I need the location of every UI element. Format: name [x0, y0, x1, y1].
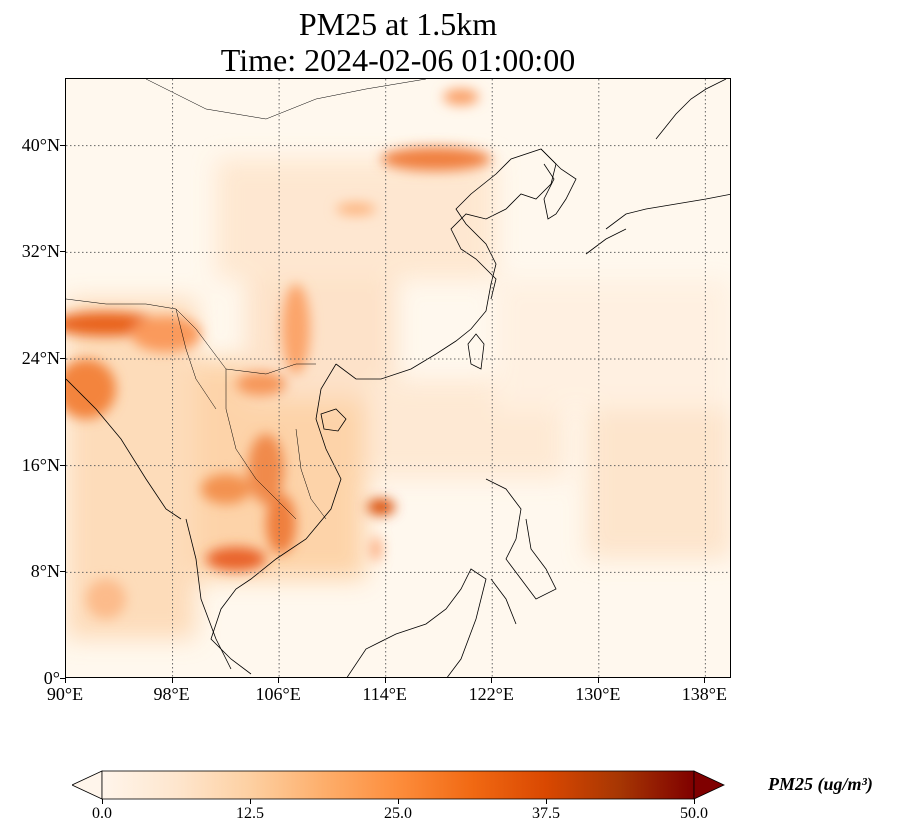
lon-tick-label: 138°E — [681, 684, 727, 704]
pm25-patch — [66, 359, 116, 419]
lat-tick-label: 8°N — [30, 561, 60, 582]
pm25-patch — [336, 203, 376, 215]
lat-tick-mark — [60, 464, 65, 466]
lat-tick-label: 0° — [43, 668, 60, 688]
pm25-patch — [206, 547, 266, 571]
lon-tick-mark — [597, 678, 599, 683]
colorbar-tick-mark — [250, 799, 251, 804]
colorbar-tick-label: 50.0 — [680, 805, 708, 822]
lat-tick-label: 32°N — [21, 241, 60, 262]
coastline-korea — [540, 148, 577, 220]
map-title-line1: PM25 at 1.5km — [298, 6, 498, 42]
map-title-line2: Time: 2024-02-06 01:00:00 — [220, 42, 576, 78]
coastline-philippines — [485, 478, 557, 625]
lat-tick-label: 40°N — [21, 134, 60, 155]
lat-tick-mark — [60, 678, 65, 679]
lon-tick-mark — [704, 678, 706, 683]
colorbar-tick-mark — [546, 799, 547, 804]
colorbar-tick-label: 37.5 — [532, 805, 560, 822]
colorbar-label: PM25 (ug/m³) — [768, 774, 873, 794]
colorbar-tick-mark — [694, 799, 695, 804]
colorbar-tick-label: 25.0 — [384, 805, 412, 822]
pm25-patch — [282, 284, 310, 374]
lat-tick-label: 16°N — [21, 454, 60, 475]
coastline-burma — [66, 378, 182, 520]
lat-tick-mark — [60, 571, 65, 573]
lon-tick-label: 114°E — [362, 684, 407, 704]
lon-tick-label: 122°E — [468, 684, 514, 704]
coastline-japan — [585, 79, 730, 255]
coastline-borneo — [346, 568, 487, 677]
lon-tick-label: 106°E — [255, 684, 301, 704]
pm25-patch — [248, 434, 284, 504]
lon-tick-label: 98°E — [153, 684, 190, 704]
pm25-patch — [370, 537, 382, 561]
colorbar-tick-label: 0.0 — [92, 805, 112, 822]
lat-tick-mark — [60, 358, 65, 359]
pm25-concentration-field — [66, 89, 730, 639]
lon-tick-label: 130°E — [575, 684, 621, 704]
colorbar-tick-label: 12.5 — [236, 805, 264, 822]
colorbar-extend-min — [72, 770, 103, 800]
lon-tick-mark — [278, 678, 280, 683]
pm25-patch — [86, 579, 126, 619]
pm25-patch — [381, 147, 491, 171]
lat-tick-mark — [60, 144, 65, 146]
coastlines — [66, 79, 730, 677]
colorbar-tick-mark — [398, 799, 399, 804]
country-borders — [66, 298, 327, 520]
pm25-patch — [216, 159, 496, 279]
gridlines — [66, 79, 730, 677]
coastline-china — [335, 148, 557, 380]
map-frame — [65, 78, 731, 678]
pm25-patch — [496, 279, 730, 409]
lon-tick-mark — [65, 678, 66, 683]
lon-tick-mark — [384, 678, 386, 683]
lat-tick-mark — [60, 251, 65, 253]
pm25-patch — [266, 494, 296, 554]
pm25-patch — [443, 89, 479, 105]
pm25-patch — [201, 474, 251, 504]
country-borders-north — [145, 79, 427, 120]
coastline-malay — [185, 518, 232, 670]
colorbar-tick-mark — [102, 799, 103, 804]
colorbar — [72, 770, 725, 800]
pm25-field-map — [66, 79, 730, 677]
lon-tick-mark — [491, 678, 493, 683]
pm25-patch — [66, 299, 196, 639]
pm25-patch — [131, 316, 201, 352]
pm25-patch — [586, 409, 730, 559]
colorbar-extend-max — [693, 770, 725, 800]
coastline-indochina — [210, 363, 342, 675]
lat-tick-label: 24°N — [21, 348, 60, 368]
coastline-hainan — [320, 408, 347, 432]
coastline-taiwan — [467, 333, 485, 370]
pm25-patch — [236, 372, 286, 396]
pm25-patch — [367, 499, 395, 515]
lon-tick-label: 90°E — [46, 684, 84, 704]
colorbar-gradient — [101, 770, 695, 800]
lon-tick-mark — [171, 678, 173, 683]
